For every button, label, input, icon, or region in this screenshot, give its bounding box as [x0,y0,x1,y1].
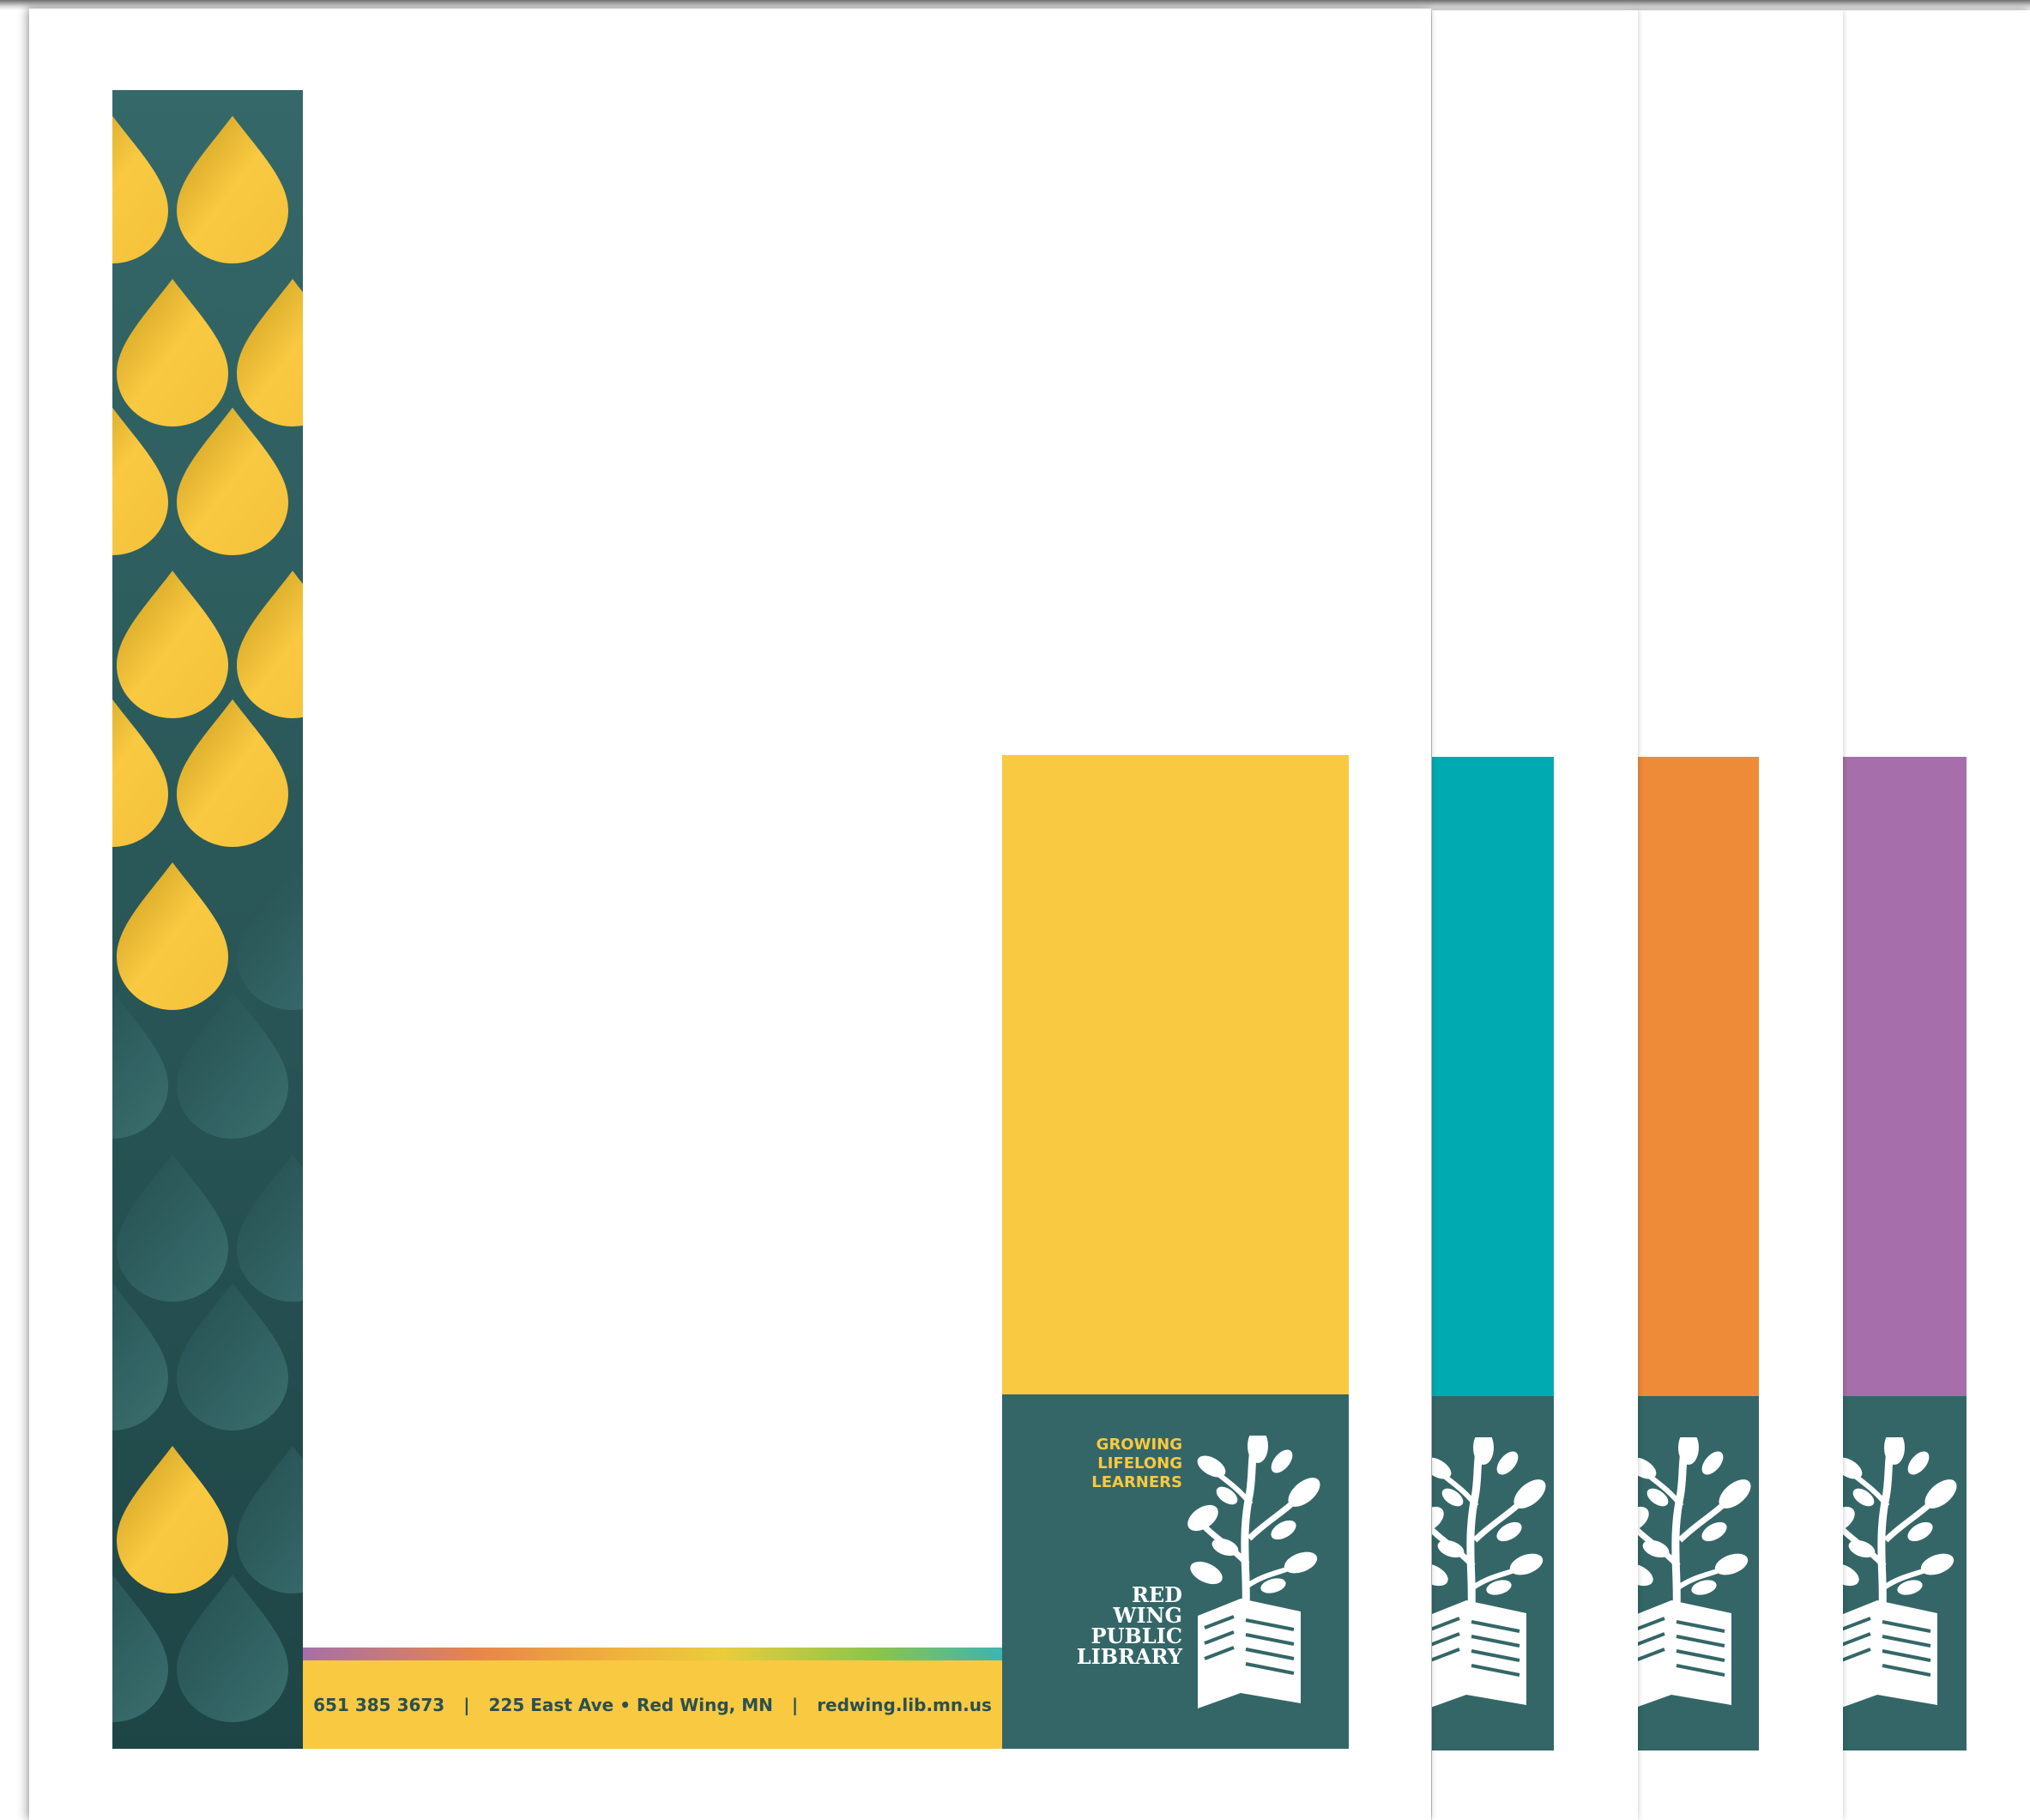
letterhead-sheet-yellow: GROWING LIFELONG LEARNERS RED WING PUBLI… [29,9,1431,1820]
tree-growing-from-book-icon [1843,1437,1963,1720]
footer-street: 225 East Ave [488,1694,614,1715]
accent-band-turquoise [1432,757,1554,1397]
footer-city: Red Wing, MN [636,1694,773,1715]
footer-separator: | [463,1694,470,1715]
logo-block [1432,1396,1554,1750]
letterhead-sheet-purple [1843,10,2030,1820]
logo-block [1843,1396,1967,1750]
letterhead-sheet-orange [1637,10,1843,1820]
footer-separator: | [791,1694,799,1715]
footer-website-link[interactable]: redwing.lib.mn.us [817,1694,992,1715]
footer-contact-bar: 651 385 3673 | 225 East Ave • Red Wing, … [303,1660,1002,1749]
accent-band-yellow [1002,755,1349,1395]
leaf-drop-pattern [112,90,303,1749]
rainbow-gradient-rule [303,1648,1002,1660]
logo-block [1002,1394,1349,1749]
footer-phone: 651 385 3673 [313,1694,445,1715]
tree-growing-from-book-icon [1432,1437,1552,1720]
logo-block [1637,1396,1759,1750]
top-edge-shadow [0,0,2030,10]
footer-address: 225 East Ave • Red Wing, MN [489,1695,773,1715]
library-wordmark: RED WING PUBLIC LIBRARY [1024,1585,1182,1667]
wordmark-line: RED [1131,1582,1182,1607]
accent-band-orange [1637,757,1759,1397]
wordmark-line: LIBRARY [1076,1644,1182,1669]
logo-tagline: GROWING LIFELONG LEARNERS [1045,1436,1182,1492]
tree-growing-from-book-icon [1637,1437,1757,1720]
tagline-line: LIFELONG [1097,1454,1182,1472]
accent-band-purple [1843,757,1967,1397]
letterhead-sheet-turquoise [1432,10,1638,1820]
wordmark-line: WING [1113,1603,1182,1628]
tree-growing-from-book-icon [1181,1436,1326,1719]
footer-bullet: • [619,1694,631,1715]
tagline-line: GROWING [1096,1436,1182,1454]
tagline-line: LEARNERS [1091,1473,1182,1491]
wordmark-line: PUBLIC [1091,1623,1182,1648]
